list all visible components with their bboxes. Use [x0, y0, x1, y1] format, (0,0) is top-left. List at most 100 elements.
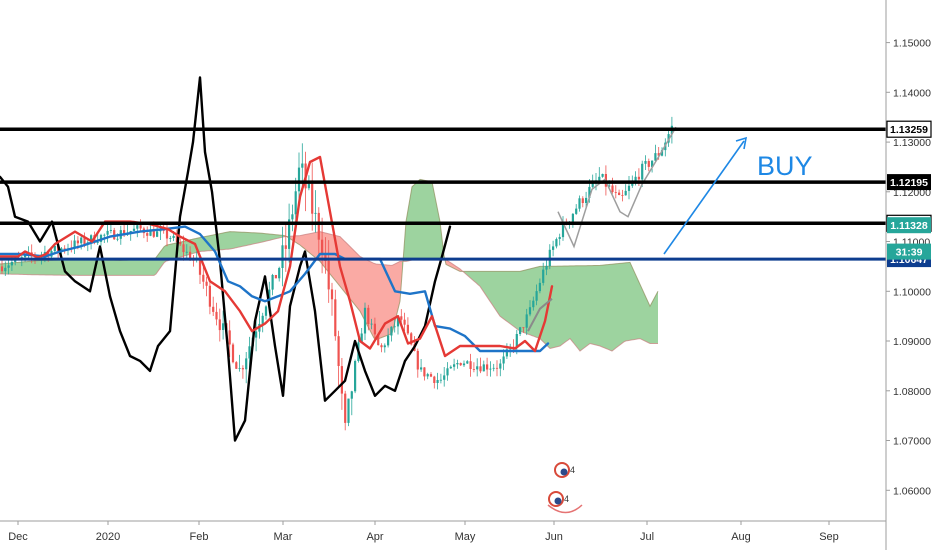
candle [423, 367, 426, 381]
candle-body [618, 192, 621, 195]
cloud-segment [86, 259, 88, 276]
candle-body [644, 161, 647, 164]
candle-body [284, 245, 287, 249]
candle [627, 176, 631, 200]
candle-body [416, 350, 419, 370]
cloud-segment [606, 264, 608, 350]
cloud-segment [604, 264, 606, 349]
current-price-tag[interactable]: 1.11328 [887, 217, 931, 234]
cloud-segment [648, 301, 650, 344]
cloud-segment [428, 181, 430, 260]
candle-body [396, 316, 400, 327]
buy-annotation-text[interactable]: BUY [757, 151, 813, 181]
cloud-segment [278, 234, 280, 239]
cloud-segment [12, 262, 14, 275]
level-price-tag[interactable]: 1.12195 [887, 174, 931, 191]
candle-body [281, 245, 284, 268]
cloud-segment [68, 259, 70, 276]
candle [248, 336, 251, 370]
candle-body [390, 326, 393, 336]
candle-body [575, 208, 578, 214]
cloud-segment [380, 264, 382, 339]
candle-body [116, 238, 119, 240]
candle [561, 216, 565, 241]
candle [462, 360, 466, 367]
candle [281, 226, 284, 287]
candle [350, 390, 353, 416]
candle-body [499, 363, 502, 369]
cloud-segment [250, 232, 252, 245]
candle [215, 302, 218, 326]
candle-body [571, 213, 574, 222]
candle [109, 223, 112, 234]
candle [218, 308, 221, 342]
y-tick-label: 1.06000 [893, 485, 931, 497]
candle [264, 305, 268, 320]
candle [644, 155, 647, 170]
candle-body [466, 361, 469, 364]
cloud-segment [584, 265, 586, 348]
cloud-segment [520, 270, 522, 332]
candle [482, 360, 485, 372]
cloud-segment [234, 231, 236, 249]
candle-body [439, 379, 442, 381]
cloud-segment [496, 271, 498, 314]
candle-body [449, 366, 452, 369]
level-price-tag[interactable]: 1.13259 [886, 120, 932, 138]
event-marker-icon[interactable]: 4 [554, 462, 575, 478]
candle [403, 312, 406, 332]
cloud-segment [566, 266, 568, 342]
candle [618, 189, 621, 196]
candle-body [515, 334, 518, 348]
cloud-segment [50, 260, 52, 275]
cloud-segment [228, 231, 230, 250]
cloud-segment [32, 261, 34, 275]
cloud-segment [246, 232, 248, 246]
current-price-tag[interactable]: 31:39 [887, 243, 931, 260]
candle-body [218, 319, 221, 331]
cloud-segment [168, 244, 170, 261]
candle-body [420, 367, 423, 370]
horizontal-levels[interactable] [0, 127, 886, 261]
event-marker-flag [554, 497, 562, 505]
cloud-segment [494, 271, 496, 311]
candle-body [502, 356, 505, 364]
y-tick-label: 1.07000 [893, 436, 931, 448]
cloud-segment [486, 271, 488, 299]
candle [380, 343, 383, 353]
cloud-segment [564, 266, 566, 343]
cloud-segment [500, 271, 502, 318]
cloud-segment [72, 259, 74, 276]
cloud-segment [262, 233, 264, 243]
buy-arrow-line[interactable] [663, 140, 745, 255]
candle [525, 308, 528, 336]
candle [7, 258, 10, 275]
cloud-segment [222, 232, 224, 250]
candle [433, 375, 436, 389]
cloud-segment [116, 260, 118, 276]
candle-body [634, 176, 637, 182]
cloud-segment [360, 256, 362, 315]
candle-body [172, 235, 175, 238]
candle [406, 317, 409, 335]
event-marker-icon[interactable]: 4 [548, 491, 569, 507]
candle-body [525, 314, 528, 328]
cloud-segment [112, 260, 114, 276]
cloud-segment [44, 260, 46, 275]
candle [288, 203, 291, 263]
cloud-segment [568, 265, 570, 341]
cloud-segment [302, 234, 304, 249]
candle [327, 240, 330, 303]
cloud-segment [316, 232, 318, 260]
cloud-segment [300, 235, 302, 247]
cloud-segment [258, 233, 260, 243]
candle [624, 184, 627, 196]
cloud-segment [382, 264, 384, 338]
cloud-segment [54, 260, 56, 276]
candle-body [486, 364, 489, 370]
annotations[interactable]: BUY 4 4 [547, 136, 813, 514]
candle [179, 238, 182, 246]
